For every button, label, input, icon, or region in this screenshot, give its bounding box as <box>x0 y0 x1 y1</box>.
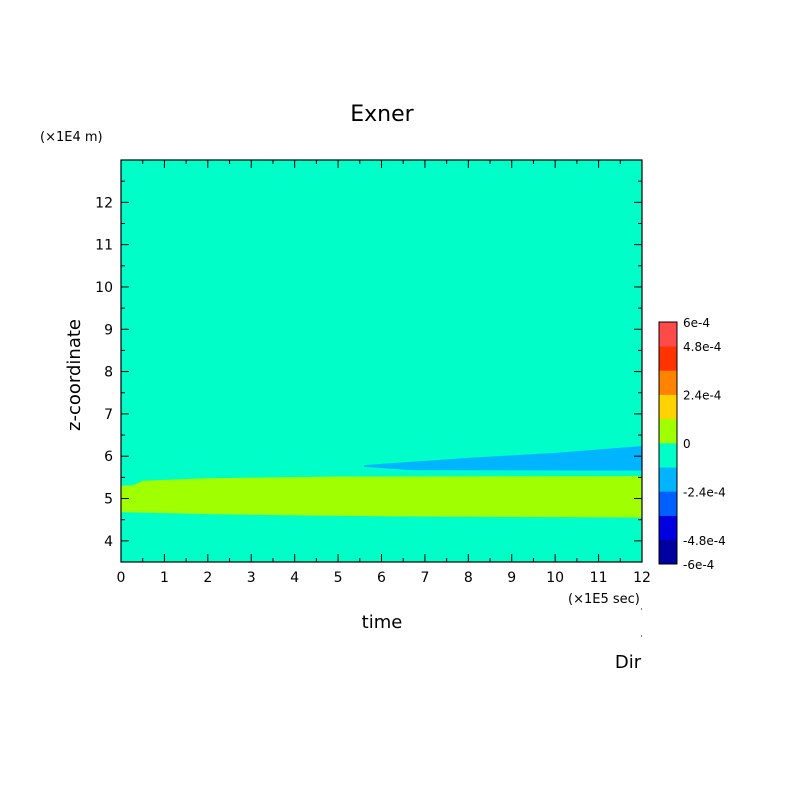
x-tick-label: 9 <box>507 570 516 586</box>
colorbar-segment <box>659 539 677 565</box>
x-tick-label: 10 <box>546 570 564 586</box>
contour-region <box>121 476 642 518</box>
annotation-dot: ˙ <box>639 608 644 619</box>
colorbar-segment <box>659 515 677 541</box>
x-tick-label: 8 <box>464 570 473 586</box>
colorbar-segment <box>659 346 677 371</box>
chart-title: Exner <box>350 102 414 127</box>
x-tick-label: 7 <box>420 570 429 586</box>
y-tick-label: 6 <box>104 449 113 465</box>
y-tick-label: 12 <box>95 195 113 211</box>
colorbar-label: 4.8e-4 <box>683 340 721 354</box>
x-tick-label: 0 <box>117 570 126 586</box>
y-tick-label: 11 <box>95 238 113 254</box>
colorbar-segment <box>659 491 677 516</box>
colorbar-label: -6e-4 <box>683 558 714 572</box>
colorbar-segment <box>659 467 677 492</box>
x-tick-label: 1 <box>160 570 169 586</box>
colorbar-label: -4.8e-4 <box>683 534 726 548</box>
x-tick-label: 6 <box>377 570 386 586</box>
colorbar-segment <box>659 394 677 420</box>
colorbar-segment <box>659 370 677 395</box>
colorbar-segment <box>659 443 677 468</box>
y-unit-label: (×1E4 m) <box>40 130 103 145</box>
x-tick-label: 5 <box>334 570 343 586</box>
colorbar-label: 6e-4 <box>683 316 710 330</box>
y-tick-label: 7 <box>104 407 113 423</box>
colorbar-segment <box>659 418 677 444</box>
contour-region <box>364 446 642 471</box>
x-axis-ticks: 0 1 2 3 4 5 6 7 8 9 10 11 12 <box>117 160 651 586</box>
dir-annotation: Dir <box>615 652 642 673</box>
y-axis-ticks: 4 5 6 7 8 9 10 11 12 <box>95 180 642 563</box>
colorbar: 6e-4 4.8e-4 2.4e-4 0 -2.4e-4 -4.8e-4 -6e-4 <box>658 316 726 572</box>
x-tick-label: 12 <box>633 570 651 586</box>
y-tick-label: 5 <box>104 492 113 508</box>
y-tick-label: 9 <box>104 322 113 338</box>
y-axis-label: z-coordinate <box>64 319 85 431</box>
plot-area <box>120 159 643 563</box>
colorbar-segment <box>659 322 677 347</box>
x-unit-label: (×1E5 sec) <box>568 592 640 607</box>
y-tick-label: 4 <box>104 534 113 550</box>
annotation-dot: ˙ <box>639 635 644 646</box>
colorbar-label: 0 <box>683 437 691 451</box>
x-axis-label: time <box>362 612 403 633</box>
x-tick-label: 11 <box>590 570 608 586</box>
y-tick-label: 10 <box>95 280 113 296</box>
y-tick-label: 8 <box>104 365 113 381</box>
x-tick-label: 3 <box>247 570 256 586</box>
colorbar-label: 2.4e-4 <box>683 389 721 403</box>
x-tick-label: 4 <box>290 570 299 586</box>
colorbar-frame <box>658 321 678 565</box>
colorbar-label: -2.4e-4 <box>683 485 726 499</box>
x-tick-label: 2 <box>203 570 212 586</box>
